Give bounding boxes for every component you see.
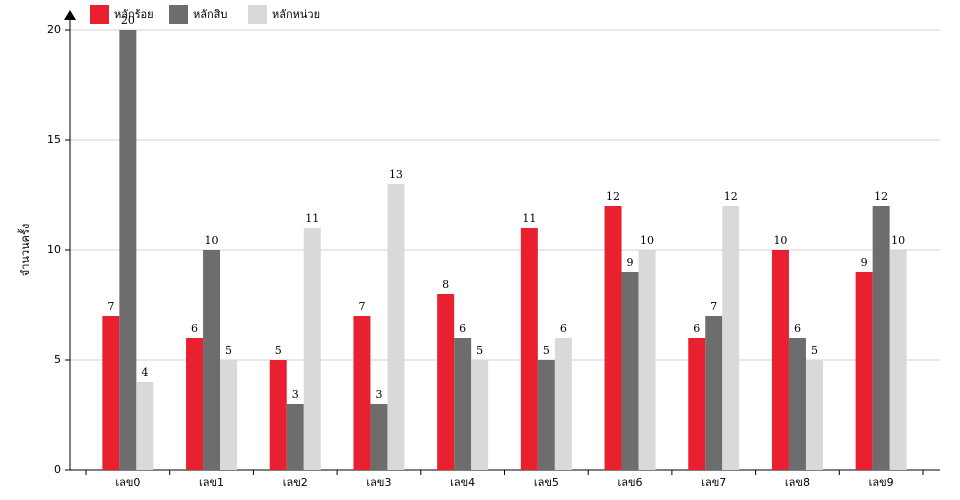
bar <box>621 272 639 470</box>
value-label: 12 <box>724 190 738 203</box>
value-label: 5 <box>225 344 232 357</box>
y-tick-label: 10 <box>47 243 61 256</box>
y-tick-label: 0 <box>54 463 61 476</box>
axis-arrow <box>64 10 76 20</box>
bar <box>537 360 555 470</box>
value-label: 6 <box>560 322 567 335</box>
x-tick-label: เลข1 <box>199 476 224 489</box>
x-tick-label: เลข9 <box>869 476 894 489</box>
bar <box>638 250 656 470</box>
bar <box>788 338 806 470</box>
value-label: 5 <box>811 344 818 357</box>
bar <box>269 360 287 470</box>
x-tick-label: เลข5 <box>534 476 559 489</box>
bar <box>471 360 489 470</box>
value-label: 11 <box>522 212 536 225</box>
x-tick-label: เลข2 <box>283 476 308 489</box>
value-label: 9 <box>627 256 634 269</box>
value-label: 12 <box>874 190 888 203</box>
bar <box>872 206 890 470</box>
bar <box>805 360 823 470</box>
value-label: 6 <box>693 322 700 335</box>
bar <box>722 206 740 470</box>
value-label: 3 <box>292 388 299 401</box>
legend-swatch <box>90 5 109 24</box>
x-tick-label: เลข3 <box>366 476 391 489</box>
bar <box>604 206 622 470</box>
value-label: 10 <box>773 234 787 247</box>
bar <box>705 316 723 470</box>
value-label: 11 <box>305 212 319 225</box>
x-tick-label: เลข8 <box>785 476 810 489</box>
bar <box>102 316 120 470</box>
legend-label: หลักสิบ <box>193 8 227 21</box>
bar <box>286 404 304 470</box>
bar <box>186 338 204 470</box>
y-axis-label: จำนวนครั้ง <box>17 224 32 276</box>
y-tick-label: 5 <box>54 353 61 366</box>
value-label: 6 <box>794 322 801 335</box>
value-label: 5 <box>476 344 483 357</box>
x-tick-label: เลข0 <box>115 476 140 489</box>
bar <box>771 250 789 470</box>
value-label: 3 <box>375 388 382 401</box>
bar <box>220 360 238 470</box>
legend-label: หลักหน่วย <box>272 8 320 21</box>
x-tick-label: เลข4 <box>450 476 475 489</box>
value-label: 6 <box>191 322 198 335</box>
value-label: 7 <box>710 300 717 313</box>
value-label: 12 <box>606 190 620 203</box>
value-label: 10 <box>891 234 905 247</box>
value-label: 10 <box>640 234 654 247</box>
value-label: 10 <box>205 234 219 247</box>
bar <box>454 338 472 470</box>
bar <box>554 338 572 470</box>
value-label: 7 <box>107 300 114 313</box>
value-label: 8 <box>442 278 449 291</box>
value-label: 5 <box>275 344 282 357</box>
bar <box>303 228 321 470</box>
bar <box>203 250 221 470</box>
bar <box>353 316 371 470</box>
bar <box>889 250 907 470</box>
x-tick-label: เลข7 <box>701 476 726 489</box>
bar <box>520 228 538 470</box>
y-tick-label: 15 <box>47 133 61 146</box>
value-label: 5 <box>543 344 550 357</box>
bar <box>119 30 137 470</box>
legend-swatch <box>169 5 188 24</box>
x-tick-label: เลข6 <box>618 476 643 489</box>
legend-swatch <box>248 5 267 24</box>
bar <box>437 294 455 470</box>
bar <box>387 184 405 470</box>
value-label: 20 <box>121 14 135 27</box>
bar <box>855 272 873 470</box>
y-tick-label: 20 <box>47 23 61 36</box>
value-label: 13 <box>389 168 403 181</box>
value-label: 4 <box>141 366 148 379</box>
value-label: 7 <box>358 300 365 313</box>
legend-label: หลักร้อย <box>114 8 154 21</box>
bar <box>688 338 706 470</box>
value-label: 9 <box>861 256 868 269</box>
bar <box>370 404 388 470</box>
bar <box>136 382 154 470</box>
value-label: 6 <box>459 322 466 335</box>
